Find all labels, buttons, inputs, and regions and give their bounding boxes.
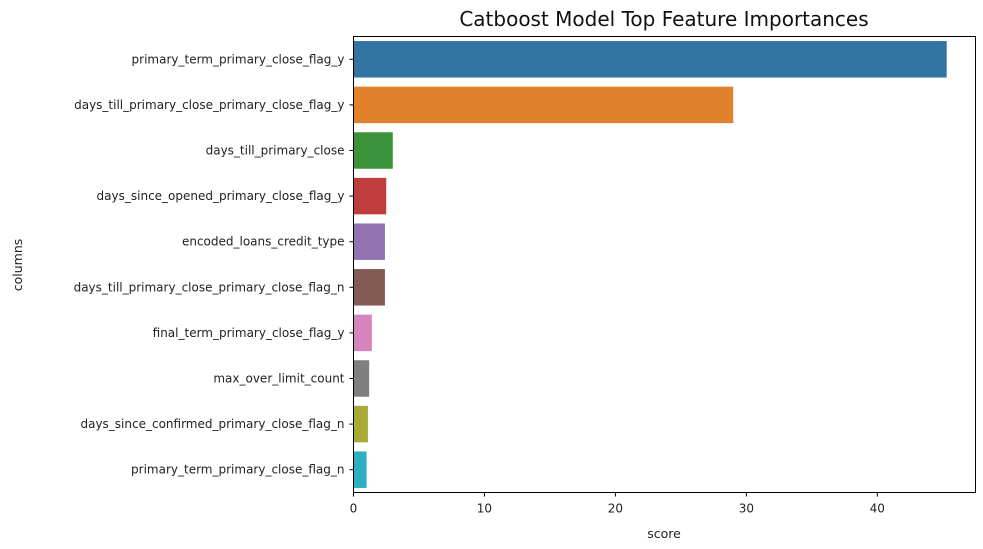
y-tick-label: days_since_opened_primary_close_flag_y: [97, 189, 345, 203]
y-tick-label: days_till_primary_close: [206, 144, 345, 158]
x-tick-label: 30: [739, 502, 754, 516]
x-axis-label: score: [647, 526, 681, 541]
y-tick-label: days_till_primary_close_primary_close_fl…: [74, 280, 345, 294]
x-tick-label: 20: [608, 502, 623, 516]
y-tick-label: primary_term_primary_close_flag_n: [131, 463, 344, 477]
y-tick-labels: primary_term_primary_close_flag_y days_ti…: [74, 52, 354, 477]
bar-days_since_opened_primary_close_flag_y: [353, 177, 387, 215]
plot-frame: [353, 36, 976, 493]
x-ticks: 0 10 20 30 40: [350, 492, 885, 516]
bar-days_till_primary_close: [353, 132, 393, 169]
chart-title: Catboost Model Top Feature Importances: [459, 7, 868, 31]
bar-max_over_limit_count: [353, 360, 370, 397]
y-tick-label: final_term_primary_close_flag_y: [153, 326, 345, 340]
bar-days_till_primary_close_primary_close_flag_y: [353, 86, 734, 124]
bar-days_since_confirmed_primary_close_flag_n: [353, 405, 368, 443]
bar-primary_term_primary_close_flag_y: [353, 41, 947, 78]
y-tick-label: days_since_confirmed_primary_close_flag_…: [80, 417, 344, 431]
x-tick-label: 0: [350, 502, 358, 516]
y-tick-label: encoded_loans_credit_type: [182, 235, 345, 249]
bar-final_term_primary_close_flag_y: [353, 314, 372, 352]
bar-primary_term_primary_close_flag_n: [353, 451, 367, 488]
y-axis-label: columns: [10, 239, 25, 292]
bar-encoded_loans_credit_type: [353, 223, 385, 260]
x-tick-label: 10: [477, 502, 492, 516]
y-tick-label: days_till_primary_close_primary_close_fl…: [74, 98, 344, 112]
x-tick-label: 40: [870, 502, 885, 516]
y-tick-label: primary_term_primary_close_flag_y: [132, 52, 345, 66]
bars-group: [353, 41, 947, 488]
bar-days_till_primary_close_primary_close_flag_n: [353, 269, 385, 306]
y-tick-label: max_over_limit_count: [213, 372, 344, 386]
